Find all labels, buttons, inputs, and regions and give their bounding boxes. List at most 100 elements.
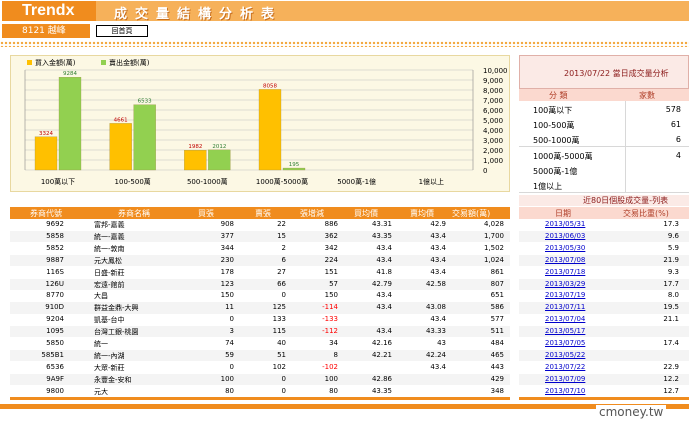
table-cell: 150 — [220, 291, 234, 300]
table-cell: 429 — [490, 374, 504, 383]
table-cell: 74 — [225, 339, 234, 347]
history-row: 2013/07/04 21.1 — [519, 314, 689, 326]
table-cell: 377 — [220, 231, 234, 240]
history-ratio: 5.9 — [667, 243, 679, 252]
buy-bar — [258, 89, 282, 171]
history-date-link[interactable]: 2013/07/04 — [545, 315, 586, 324]
history-row: 2013/05/30 5.9 — [519, 242, 689, 255]
top-bar: Trendx 成交量結構分析表 — [0, 0, 689, 22]
table-row: 9A9F 永豐金-安和 100 0 100 42.86 429 — [10, 373, 510, 385]
sell-bar — [208, 149, 231, 171]
table-cell: 1,700 — [483, 231, 504, 240]
history-date-link[interactable]: 2013/05/17 — [545, 327, 586, 336]
table-cell: 133 — [272, 315, 286, 324]
table-cell: -114 — [322, 303, 338, 312]
table-row: 910D 群益金鼎-大興 11 125 -114 43.4 43.08 586 — [10, 302, 510, 314]
summary-header-category: 分 類 — [549, 91, 568, 100]
table-cell: 42.79 — [371, 279, 392, 288]
dotted-divider — [0, 41, 689, 47]
summary-row-label: 1億以上 — [533, 182, 563, 191]
table-row: 1095 台灣工銀-桃園 3 115 -112 43.4 43.33 511 — [10, 326, 510, 338]
y-tick-label: 7,000 — [483, 97, 503, 105]
y-tick-label: 2,000 — [483, 147, 503, 155]
history-date-link[interactable]: 2013/05/22 — [545, 350, 586, 359]
summary-row-count: 578 — [665, 105, 681, 114]
table-cell: -133 — [322, 315, 338, 324]
table-cell: 43.4 — [430, 243, 446, 252]
history-date-link[interactable]: 2013/07/22 — [545, 362, 586, 371]
table-row: 126U 宏遠-館前 123 66 57 42.79 42.58 807 — [10, 278, 510, 290]
table-cell: 34 — [329, 339, 338, 347]
table-cell: 886 — [324, 220, 338, 228]
table-cell: 43.4 — [376, 291, 392, 300]
x-tick-label: 5000萬-1億 — [337, 177, 376, 186]
home-button[interactable]: 回首頁 — [96, 25, 148, 37]
history-date-link[interactable]: 2013/07/09 — [545, 374, 586, 383]
history-row: 2013/07/09 12.2 — [519, 373, 689, 385]
history-row: 2013/07/11 19.5 — [519, 302, 689, 314]
history-date-link[interactable]: 2013/07/18 — [545, 267, 586, 276]
history-row: 2013/03/29 17.7 — [519, 278, 689, 290]
table-cell: 66 — [277, 279, 286, 288]
table-cell: 0 — [281, 374, 286, 383]
data-label: 9284 — [63, 71, 77, 77]
table-cell: 150 — [324, 291, 338, 300]
history-row: 2013/07/08 21.9 — [519, 254, 689, 266]
table-cell: 11 — [225, 303, 234, 312]
history-col-date: 日期 — [555, 209, 571, 218]
table-cell: 57 — [329, 279, 338, 288]
table-cell: 富邦-嘉義 — [94, 221, 125, 229]
stock-name: 8121 越峰 — [2, 24, 90, 38]
broker-table-header: 券商代號 券商名稱 買張 賣張 張增減 買均價 賣均價 交易額(萬) — [10, 207, 510, 219]
table-cell: 9800 — [46, 386, 64, 395]
table-cell: 577 — [490, 315, 504, 324]
table-cell: 178 — [220, 267, 234, 276]
col-broker-name: 券商名稱 — [118, 209, 150, 218]
table-cell: 43.08 — [425, 303, 446, 312]
history-date-link[interactable]: 2013/07/19 — [545, 291, 586, 300]
history-bottom — [519, 397, 689, 400]
history-ratio: 17.4 — [663, 339, 679, 347]
summary-row-sep — [625, 177, 626, 193]
history-date-link[interactable]: 2013/07/08 — [545, 255, 586, 264]
history-date-link[interactable]: 2013/07/10 — [545, 386, 586, 395]
legend-swatch — [27, 60, 32, 65]
history-date-link[interactable]: 2013/07/05 — [545, 339, 586, 347]
summary-row-count: 4 — [675, 150, 681, 160]
table-cell: 116S — [46, 267, 64, 276]
history-row: 2013/07/05 17.4 — [519, 338, 689, 350]
data-label: 4661 — [114, 117, 128, 123]
y-tick-label: 3,000 — [483, 137, 503, 145]
x-tick-label: 1億以上 — [419, 177, 444, 186]
table-cell: 43.4 — [376, 243, 392, 252]
history-date-link[interactable]: 2013/05/30 — [545, 243, 586, 252]
table-cell: 6536 — [46, 362, 64, 371]
table-cell: 586 — [490, 303, 504, 312]
summary-row-sep — [625, 146, 626, 163]
history-date-link[interactable]: 2013/07/11 — [545, 303, 586, 312]
table-row: 8770 大昌 150 0 150 43.4 651 — [10, 290, 510, 302]
summary-header: 分 類 家數 — [519, 89, 689, 101]
legend-label: 賣出金額(萬) — [109, 58, 150, 67]
history-date-link[interactable]: 2013/06/03 — [545, 231, 586, 240]
history-date-link[interactable]: 2013/03/29 — [545, 279, 586, 288]
table-cell: 125 — [272, 303, 286, 312]
table-cell: 230 — [220, 255, 234, 264]
table-cell: 統一-嘉義 — [94, 232, 125, 241]
table-cell: 123 — [220, 279, 234, 288]
table-cell: 43.4 — [430, 315, 446, 324]
table-cell: 43.4 — [430, 231, 446, 240]
history-ratio: 8.0 — [667, 291, 679, 300]
table-row: 9692 富邦-嘉義 908 22 886 43.31 42.9 4,028 — [10, 219, 510, 231]
table-cell: 永豐金-安和 — [94, 375, 132, 384]
summary-row: 100萬以下 578 — [519, 101, 689, 117]
table-cell: 6 — [281, 255, 286, 264]
table-row: 5852 統一-敦南 344 2 342 43.4 43.4 1,502 — [10, 242, 510, 255]
table-cell: 台灣工銀-桃園 — [94, 328, 139, 337]
history-date-link[interactable]: 2013/05/31 — [545, 220, 586, 228]
table-cell: -102 — [322, 362, 338, 371]
history-row: 2013/05/17 — [519, 326, 689, 338]
table-cell: 342 — [324, 243, 338, 252]
table-cell: 群益金鼎-大興 — [94, 304, 139, 313]
table-cell: 元大 — [94, 387, 108, 396]
